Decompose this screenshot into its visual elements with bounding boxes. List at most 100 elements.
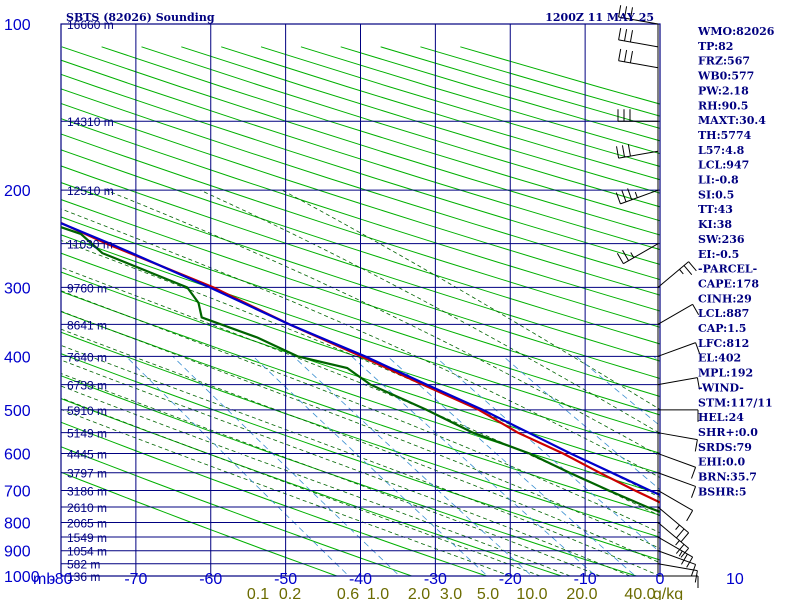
- height-tick-label: 1054 m: [67, 545, 107, 559]
- wind-barb-feather: [615, 192, 621, 205]
- wind-barb-feather: [629, 30, 634, 43]
- stat-item: LI:-0.8: [698, 174, 739, 187]
- height-tick-label: 2065 m: [67, 517, 107, 531]
- wind-barb-half: [675, 540, 680, 546]
- stat-item: SRDS:79: [698, 441, 752, 454]
- stat-item: WB0:577: [697, 70, 754, 83]
- height-tick-label: 16660 m: [67, 18, 114, 32]
- dry-adiabat: [61, 331, 660, 538]
- dry-adiabat: [61, 375, 639, 576]
- mixing-ratio-line: [351, 356, 597, 576]
- height-tick-label: 582 m: [67, 558, 100, 572]
- stat-item: WMO:82026: [697, 25, 775, 38]
- wind-barb-feather: [618, 5, 622, 18]
- height-tick-label: 4445 m: [67, 448, 107, 462]
- height-tick-label: 11030 m: [67, 238, 113, 252]
- pressure-tick-label: 600: [4, 447, 31, 464]
- height-tick-label: 12510 m: [67, 184, 114, 198]
- wind-barb-feather: [675, 528, 685, 539]
- dry-adiabat: [61, 102, 660, 296]
- chart-title: SBTS (82026) Sounding: [66, 11, 215, 24]
- wind-barb: [618, 16, 659, 25]
- wind-barb-feather: [686, 510, 694, 522]
- stat-item: MAXT:30.4: [698, 114, 766, 127]
- mixing-ratio-label: 40.0: [624, 586, 655, 600]
- dry-adiabat: [61, 471, 339, 576]
- stat-item: FRZ:567: [698, 55, 750, 68]
- wind-barb-feather: [629, 50, 634, 63]
- temperature-tick-label: -80: [49, 571, 72, 588]
- mixing-ratio-label: 1.0: [367, 586, 389, 600]
- moist-adiabat: [61, 373, 601, 576]
- wind-barb-half: [678, 550, 683, 557]
- wind-barb-feather: [629, 7, 634, 20]
- dry-adiabat: [61, 271, 660, 474]
- temperature-tick-label: -60: [199, 571, 222, 588]
- temperature-tick-label: -70: [124, 571, 147, 588]
- temperature-profile-line: [61, 221, 660, 504]
- dry-adiabat: [61, 149, 660, 345]
- stat-item: LFC:812: [698, 337, 749, 350]
- stat-item: PW:2.18: [698, 84, 749, 97]
- dry-adiabat: [61, 421, 489, 576]
- wind-barb: [657, 522, 689, 549]
- mixing-ratio-label: g/kg: [653, 586, 683, 600]
- mixing-ratio-line: [293, 356, 533, 576]
- wind-barb: [618, 150, 659, 159]
- mixing-ratio-label: 0.6: [337, 586, 359, 600]
- stat-item: CINH:29: [698, 292, 752, 305]
- pressure-tick-label: 500: [4, 403, 31, 420]
- pressure-tick-label: 900: [4, 544, 31, 561]
- mixing-ratio-label: 2.0: [408, 586, 430, 600]
- dry-adiabat: [61, 216, 660, 416]
- wind-barb-feather: [688, 261, 697, 272]
- stat-item: LCL:887: [698, 307, 749, 320]
- wind-barb-feather: [627, 188, 633, 200]
- height-tick-label: 14310 m: [67, 115, 114, 129]
- moist-adiabat: [282, 189, 660, 410]
- wind-barb-feather: [694, 570, 698, 583]
- mixing-ratio-label: 5.0: [477, 586, 499, 600]
- pressure-tick-label: 400: [4, 349, 31, 366]
- mixing-ratio-line: [503, 355, 660, 491]
- height-tick-label: 3797 m: [67, 467, 107, 481]
- height-tick-label: 7640 m: [67, 350, 107, 364]
- wind-barb: [657, 472, 696, 487]
- stat-item: STM:117/11: [698, 396, 773, 409]
- height-tick-label: 9760 m: [67, 281, 107, 295]
- stat-item: SW:236: [698, 233, 745, 246]
- wind-barb-half: [634, 191, 638, 198]
- stat-item: L57:4.8: [698, 144, 745, 157]
- wind-barb-feather: [695, 342, 701, 355]
- wind-barb: [623, 243, 659, 265]
- wind-barb-feather: [683, 265, 693, 276]
- pressure-tick-label: 200: [4, 183, 31, 200]
- wind-barb: [657, 453, 696, 468]
- wind-barb: [657, 506, 689, 534]
- wind-barb-feather: [627, 144, 631, 157]
- pressure-tick-label: 700: [4, 483, 31, 500]
- stat-item: BRN:35.7: [698, 471, 757, 484]
- mixing-ratio-label: 10.0: [516, 586, 547, 600]
- temperature-tick-label: -50: [274, 571, 297, 588]
- stat-item: CAP:1.5: [698, 322, 746, 335]
- height-tick-label: 3186 m: [67, 484, 107, 498]
- stat-item: LCL:947: [698, 159, 749, 172]
- wind-barb-feather: [616, 253, 624, 264]
- dry-adiabat: [61, 182, 660, 380]
- moist-adiabat: [61, 408, 511, 576]
- temperature-tick-label: -10: [574, 571, 597, 588]
- height-tick-label: 5910 m: [67, 404, 107, 418]
- wind-barb: [657, 303, 693, 325]
- mixing-ratio-label: 3.0: [440, 586, 462, 600]
- wind-barb-feather: [696, 377, 700, 390]
- pressure-tick-label: 1000: [4, 569, 40, 586]
- wind-barb: [618, 60, 659, 69]
- wind-barb-feather: [680, 547, 690, 558]
- wind-barb: [657, 536, 693, 558]
- dry-adiabat: [61, 199, 660, 397]
- pressure-tick-label: 300: [4, 280, 31, 297]
- dry-adiabat: [61, 398, 564, 576]
- dry-adiabat: [61, 446, 414, 576]
